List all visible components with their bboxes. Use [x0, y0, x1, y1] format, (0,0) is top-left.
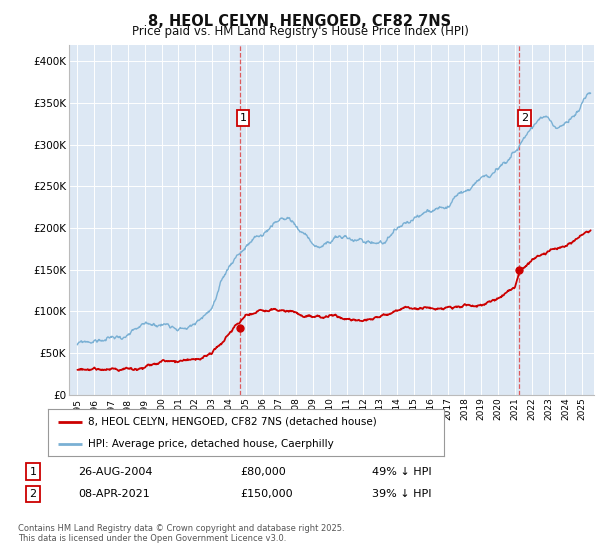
Text: 1: 1	[29, 466, 37, 477]
Text: HPI: Average price, detached house, Caerphilly: HPI: Average price, detached house, Caer…	[88, 438, 334, 449]
Text: 8, HEOL CELYN, HENGOED, CF82 7NS (detached house): 8, HEOL CELYN, HENGOED, CF82 7NS (detach…	[88, 417, 376, 427]
Text: Contains HM Land Registry data © Crown copyright and database right 2025.
This d: Contains HM Land Registry data © Crown c…	[18, 524, 344, 543]
Text: 39% ↓ HPI: 39% ↓ HPI	[372, 489, 431, 499]
Text: £80,000: £80,000	[240, 466, 286, 477]
Text: 8, HEOL CELYN, HENGOED, CF82 7NS: 8, HEOL CELYN, HENGOED, CF82 7NS	[148, 14, 452, 29]
Text: £150,000: £150,000	[240, 489, 293, 499]
Text: 26-AUG-2004: 26-AUG-2004	[78, 466, 152, 477]
Text: 08-APR-2021: 08-APR-2021	[78, 489, 150, 499]
Text: Price paid vs. HM Land Registry's House Price Index (HPI): Price paid vs. HM Land Registry's House …	[131, 25, 469, 38]
Text: 49% ↓ HPI: 49% ↓ HPI	[372, 466, 431, 477]
Text: 2: 2	[521, 113, 528, 123]
Text: 1: 1	[239, 113, 247, 123]
Text: 2: 2	[29, 489, 37, 499]
